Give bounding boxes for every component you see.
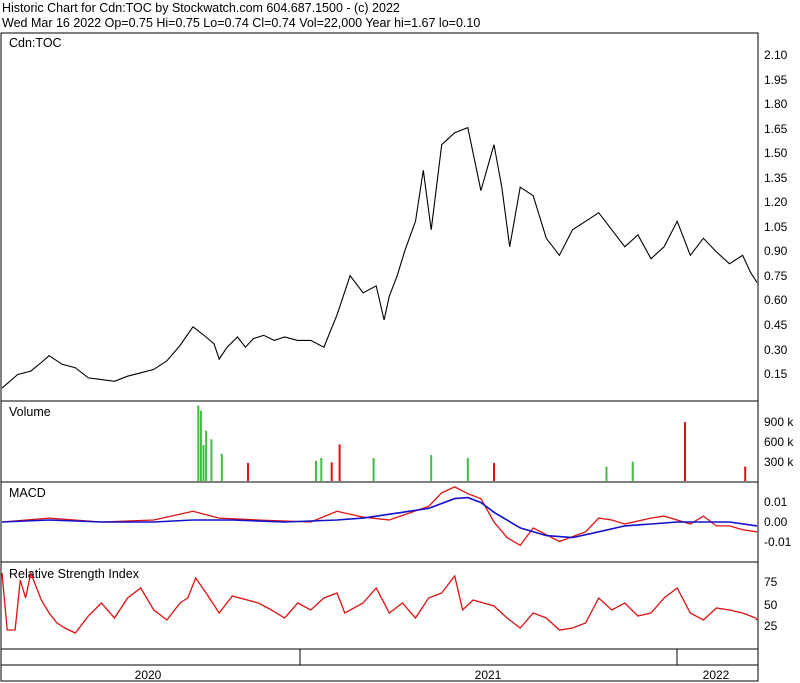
rsi-line bbox=[1, 570, 758, 634]
price-tick-label: 0.75 bbox=[764, 269, 788, 283]
price-panel bbox=[0, 32, 759, 402]
volume-bar bbox=[199, 410, 202, 481]
volume-bar bbox=[684, 422, 686, 481]
volume-bar bbox=[197, 405, 200, 481]
volume-bar bbox=[202, 445, 205, 481]
price-tick-label: 0.30 bbox=[764, 343, 788, 357]
price-tick-label: 0.45 bbox=[764, 318, 788, 332]
price-tick-label: 1.80 bbox=[764, 97, 788, 111]
volume-bar bbox=[205, 430, 208, 481]
volume-bar bbox=[330, 462, 333, 481]
price-tick-label: 1.50 bbox=[764, 146, 788, 160]
rsi-tick-label: 50 bbox=[764, 598, 778, 612]
price-tick-label: 1.05 bbox=[764, 220, 788, 234]
rsi-panel-title: Relative Strength Index bbox=[9, 567, 140, 581]
volume-bar bbox=[631, 461, 634, 481]
volume-panel-title: Volume bbox=[9, 405, 51, 419]
volume-bar bbox=[338, 444, 341, 481]
volume-tick-label: 900 k bbox=[764, 415, 794, 429]
volume-panel bbox=[0, 400, 759, 483]
macd-signal-line bbox=[1, 496, 758, 539]
price-tick-label: 1.20 bbox=[764, 195, 788, 209]
macd-panel-title: MACD bbox=[9, 486, 46, 500]
volume-bar bbox=[320, 458, 323, 481]
price-tick-label: 1.35 bbox=[764, 171, 788, 185]
volume-bar bbox=[315, 460, 317, 481]
year-label-2020: 2020 bbox=[135, 668, 162, 682]
rsi-tick-label: 75 bbox=[764, 575, 778, 589]
macd-tick-label: 0.00 bbox=[764, 515, 788, 529]
price-tick-label: 0.90 bbox=[764, 244, 788, 258]
chart-header-line2: Wed Mar 16 2022 Op=0.75 Hi=0.75 Lo=0.74 … bbox=[2, 16, 481, 30]
chart-header-line1: Historic Chart for Cdn:TOC by Stockwatch… bbox=[2, 1, 400, 15]
volume-bar bbox=[210, 439, 213, 481]
year-label-2022: 2022 bbox=[703, 668, 730, 682]
volume-tick-label: 300 k bbox=[764, 455, 794, 469]
volume-bar bbox=[430, 455, 433, 481]
volume-bar bbox=[220, 453, 223, 481]
price-tick-label: 1.65 bbox=[764, 122, 788, 136]
macd-tick-label: 0.01 bbox=[764, 495, 788, 509]
volume-bar bbox=[466, 458, 469, 481]
volume-bar bbox=[605, 466, 608, 481]
price-tick-label: 1.95 bbox=[764, 73, 788, 87]
volume-bar bbox=[493, 463, 495, 481]
year-label-2021: 2021 bbox=[475, 668, 502, 682]
volume-bar bbox=[247, 463, 249, 481]
volume-bar bbox=[744, 466, 747, 481]
rsi-tick-label: 25 bbox=[764, 619, 778, 633]
price-tick-label: 0.15 bbox=[764, 367, 788, 381]
volume-tick-label: 600 k bbox=[764, 435, 794, 449]
price-tick-label: 2.10 bbox=[764, 48, 788, 62]
macd-tick-label: -0.01 bbox=[764, 535, 792, 549]
rsi-panel bbox=[0, 561, 759, 650]
price-tick-label: 0.60 bbox=[764, 293, 788, 307]
price-line bbox=[1, 126, 758, 389]
volume-bar bbox=[372, 458, 375, 481]
price-panel-title: Cdn:TOC bbox=[9, 36, 62, 50]
